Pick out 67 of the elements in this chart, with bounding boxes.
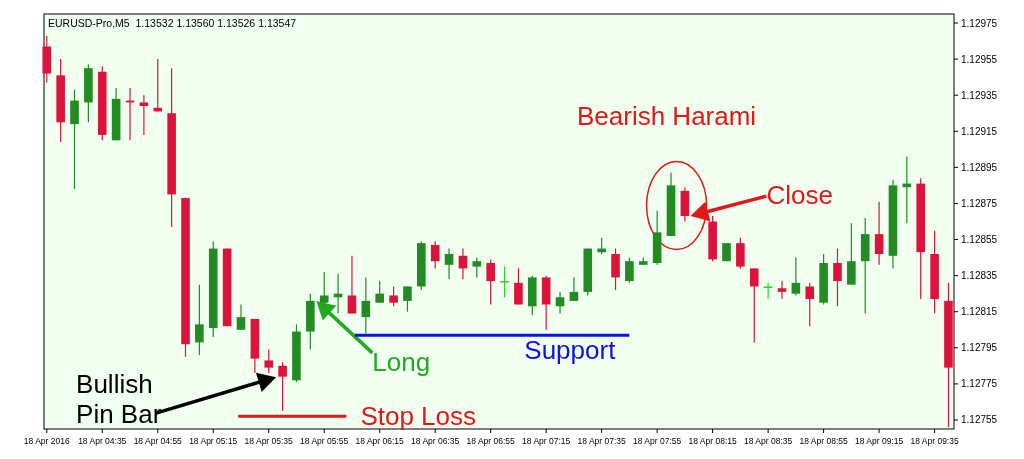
candlestick [569,276,579,302]
candlestick [430,240,440,270]
x-tick-label: 18 Apr 07:35 [577,436,627,446]
candlestick [236,303,246,331]
y-tick-label: 1.12855 [961,234,998,246]
candlestick [555,291,565,315]
candlestick [375,280,384,304]
x-tick-label: 18 Apr 07:55 [633,436,682,446]
series-label: Stop Loss [360,401,477,432]
x-tick-label: 18 Apr 08:55 [799,436,848,446]
candlestick [736,237,745,270]
candlestick [264,349,274,374]
x-tick-label: 18 Apr 09:15 [854,436,904,446]
x-tick-label: 18 Apr 06:35 [411,436,460,446]
y-tick-label: 1.12955 [961,53,998,65]
candlestick [361,276,371,334]
candlestick [389,285,398,307]
chart-title: EURUSD-Pro,M5 1.13532 1.13560 1.13526 1.13547 [48,17,297,29]
x-tick-label: 18 Apr 06:55 [466,436,516,446]
annotation: Bullish Pin Bar [76,369,162,430]
candlestick [611,247,620,291]
candlestick [347,255,357,315]
candlestick [749,267,759,343]
candlestick [500,266,509,298]
x-tick-label: 18 Apr 06:15 [355,436,405,446]
candlestick [472,256,482,279]
y-tick-label: 1.12915 [961,125,998,137]
candlestick [833,247,842,307]
annotation: Close [766,180,833,211]
y-tick-label: 1.12795 [961,342,998,354]
y-tick-label: 1.12975 [961,17,998,29]
candlestick [805,282,815,327]
annotation: Bearish Harami [576,101,757,132]
y-tick-label: 1.12935 [961,89,998,101]
candlestick [70,89,79,190]
candlestick [874,201,884,266]
candlestick [763,282,773,300]
candlestick [444,247,454,280]
annotation: Long [372,346,431,377]
candlestick [791,256,801,297]
series-label: Support [524,335,617,366]
candlestick [195,284,204,356]
x-tick-label: 18 Apr 08:35 [744,436,793,446]
x-tick-label: 18 Apr 05:15 [189,436,238,446]
y-tick-label: 1.12815 [961,306,998,318]
x-tick-label: 18 Apr 07:15 [522,436,571,446]
y-tick-label: 1.12895 [961,161,998,173]
y-tick-label: 1.12875 [961,197,998,209]
y-tick-label: 1.12835 [961,270,998,282]
x-tick-label: 18 Apr 05:35 [244,436,294,446]
x-tick-label: 18 Apr 08:15 [688,436,737,446]
candlestick [319,271,329,307]
x-tick-label: 18 Apr 2016 [23,436,70,446]
candlestick [625,256,634,284]
candlestick [486,258,495,306]
y-tick-label: 1.12755 [961,414,998,426]
x-tick-label: 18 Apr 04:35 [78,436,127,446]
candlestick [403,285,412,313]
x-tick-label: 18 Apr 04:55 [133,436,183,446]
candlestick [514,267,523,306]
candlestick [777,280,787,300]
candlestick [139,94,149,136]
x-tick-label: 18 Apr 09:35 [910,436,959,446]
candlestick [847,222,856,286]
x-tick-label: 18 Apr 05:55 [300,436,349,446]
candlestick [278,361,287,412]
y-tick-label: 1.12775 [961,378,998,390]
